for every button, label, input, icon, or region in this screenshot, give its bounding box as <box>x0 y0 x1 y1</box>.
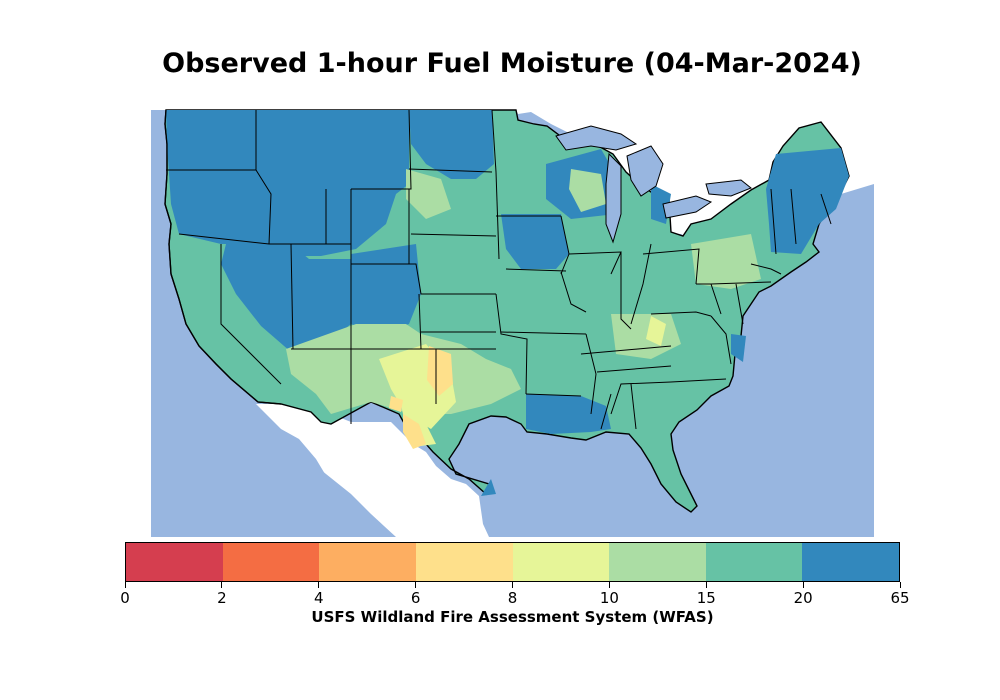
colorbar-tick <box>415 582 417 588</box>
colorbar-tick <box>899 582 901 588</box>
moisture-6-8 <box>389 346 453 449</box>
colorbar-tick-label: 15 <box>696 589 716 607</box>
map-title: Observed 1-hour Fuel Moisture (04-Mar-20… <box>162 48 862 79</box>
great-lakes <box>555 125 752 244</box>
colorbar-bin-6 <box>705 543 803 581</box>
colorbar-bin-3 <box>415 543 513 581</box>
colorbar-tick <box>608 582 610 588</box>
fuel-moisture-map <box>151 84 874 537</box>
colorbar-bin-2 <box>319 543 416 581</box>
colorbar-tick-label: 2 <box>217 589 227 607</box>
colorbar-tick-label: 8 <box>507 589 518 607</box>
colorbar-bin-5 <box>609 543 706 581</box>
colorbar-tick <box>705 582 707 588</box>
colorbar-bin-0 <box>126 543 223 581</box>
colorbar-tick-label: 20 <box>793 589 813 607</box>
colorbar-tick <box>124 582 126 588</box>
colorbar-tick-label: 10 <box>599 589 619 607</box>
colorbar-bin-4 <box>512 543 610 581</box>
colorbar-tick-label: 6 <box>410 589 421 607</box>
mexico-land <box>256 404 489 537</box>
colorbar-bin-1 <box>222 543 320 581</box>
coastline <box>164 109 282 405</box>
colorbar-tick-label: 65 <box>890 589 910 607</box>
state-borders <box>166 109 832 430</box>
colorbar <box>125 542 900 582</box>
colorbar-tick <box>221 582 223 588</box>
colorbar-tick-label: 0 <box>120 589 130 607</box>
colorbar-label: USFS Wildland Fire Assessment System (WF… <box>311 608 714 626</box>
colorbar-tick <box>512 582 513 588</box>
colorbar-tick <box>802 582 804 588</box>
baja-water <box>281 429 341 537</box>
colorbar-tick-label: 4 <box>313 589 324 607</box>
colorbar-bin-7 <box>802 543 899 581</box>
colorbar-tick <box>318 582 320 588</box>
